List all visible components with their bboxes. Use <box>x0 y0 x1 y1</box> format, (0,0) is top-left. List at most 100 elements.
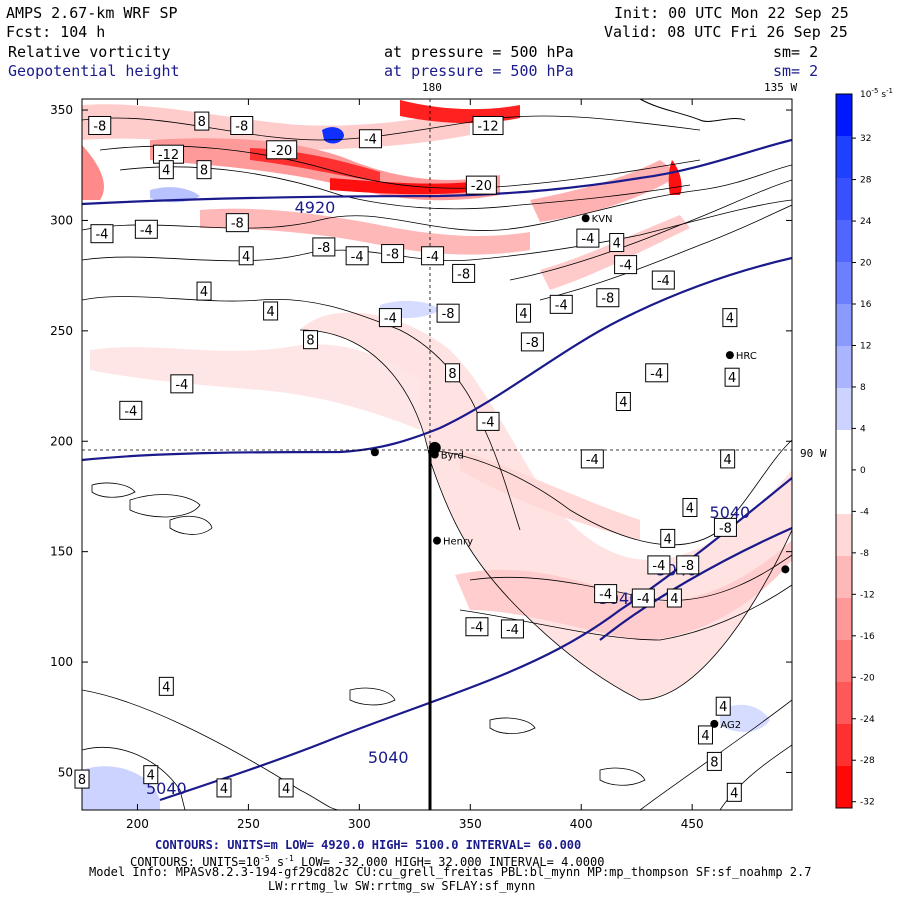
vorticity-label: -4 <box>506 623 519 638</box>
x-tick-label: 300 <box>348 817 371 831</box>
vorticity-label-box <box>216 778 232 798</box>
vorticity-label-box <box>303 330 319 350</box>
y-tick-label: 150 <box>50 545 73 559</box>
forecast-hour: Fcst: 104 h <box>6 23 106 41</box>
x-tick-label: 400 <box>570 817 593 831</box>
height-contour-4980 <box>82 256 792 462</box>
vorticity-label: -4 <box>652 559 665 574</box>
contour-line <box>129 494 201 518</box>
height-contour-5040b <box>599 526 792 641</box>
station-label: HRC <box>736 351 757 362</box>
footer-vort-contours: CONTOURS: UNITS=10-5 s-1 LOW= -32.000 HI… <box>130 852 604 869</box>
vorticity-label: -4 <box>470 621 483 636</box>
vorticity-label-box <box>472 115 504 135</box>
station-marker <box>710 719 719 728</box>
colorbar-swatch <box>836 304 852 346</box>
vorticity-label: 4 <box>726 312 734 327</box>
colorbar-swatch <box>836 514 852 556</box>
vorticity-label-box <box>158 160 174 180</box>
vorticity-label: 4 <box>728 371 736 386</box>
field-vorticity-label: Relative vorticity <box>8 43 171 61</box>
vorticity-label-box <box>230 115 254 135</box>
vorticity-label: -20 <box>271 144 292 159</box>
colorbar-tick-label: -28 <box>860 756 875 766</box>
vorticity-label-box <box>465 175 497 195</box>
y-tick-label: 50 <box>58 765 73 779</box>
vorticity-label-box <box>134 219 158 239</box>
vorticity-label-box <box>170 374 194 394</box>
footer-vort-exp: -5 <box>260 854 270 863</box>
colorbar-tick-label: 28 <box>860 176 872 186</box>
height-contour-4920 <box>82 138 792 206</box>
vorticity-label-box <box>90 224 114 244</box>
colorbar-unit: 10-5 s-1 <box>860 87 893 100</box>
vorticity-label: -4 <box>95 228 108 243</box>
vorticity-label: 4 <box>730 786 738 801</box>
vorticity-label: 4 <box>613 237 621 252</box>
vorticity-label: 4 <box>686 501 694 516</box>
contour-line <box>719 744 792 810</box>
colorbar-tick-label: -20 <box>860 673 875 683</box>
vorticity-label-box <box>724 367 740 387</box>
vorticity-label-box <box>720 449 736 469</box>
contour-line <box>91 482 136 498</box>
vorticity-label: -4 <box>482 415 495 430</box>
vorticity-label-box <box>196 281 212 301</box>
vorticity-label: -8 <box>93 119 106 134</box>
lon-label-90w: 90 W <box>800 447 827 460</box>
station-label: Byrd <box>441 451 464 462</box>
colorbar: 32 28 24 20 16 12 8 4 0 -4 -8 -12 -16 -20 -24 -28 -32 <box>835 93 875 809</box>
station-label: Henry <box>443 537 473 548</box>
colorbar-swatch <box>836 220 852 262</box>
colorbar-swatch <box>836 262 852 304</box>
contour-line <box>169 515 213 535</box>
station-label: AG2 <box>720 720 741 731</box>
vorticity-label: -4 <box>637 592 650 607</box>
pressure-level-2: at pressure = 500 hPa <box>384 62 574 80</box>
vorticity-label: 4 <box>619 396 627 411</box>
colorbar-tick-label: -16 <box>860 632 875 642</box>
vorticity-label: 4 <box>519 307 527 322</box>
vorticity-label-box <box>345 246 369 266</box>
colorbar-swatch <box>836 430 852 472</box>
colorbar-tick-label: 12 <box>860 341 871 351</box>
contour-line <box>82 689 341 810</box>
model-title: AMPS 2.67-km WRF SP <box>6 4 178 22</box>
vorticity-label-box <box>549 294 573 314</box>
station-marker <box>581 214 590 223</box>
vorticity-label: -20 <box>471 179 492 194</box>
vorticity-label-box <box>660 528 676 548</box>
lon-label-135w: 135 W <box>764 81 798 94</box>
vorticity-label: 4 <box>282 782 290 797</box>
contour-line <box>349 687 396 706</box>
vorticity-label: -8 <box>231 217 244 232</box>
footer-vort-c: LOW= -32.000 HIGH= 32.000 INTERVAL= 4.00… <box>293 855 605 869</box>
vorticity-label: 4 <box>724 453 732 468</box>
vorticity-label-box <box>651 270 675 290</box>
vorticity-label-box <box>576 228 600 248</box>
vorticity-label: 4 <box>220 782 228 797</box>
contour-line <box>539 204 792 301</box>
vorticity-label-box <box>706 751 722 771</box>
vorticity-label: -8 <box>457 267 470 282</box>
vorticity-label: 4 <box>242 250 250 265</box>
colorbar-tick-label: 4 <box>860 424 866 434</box>
shading-region <box>460 450 640 540</box>
colorbar-tick-label: 0 <box>860 466 866 476</box>
height-contour-label: 5040 <box>710 503 751 522</box>
colorbar-tick-label: 8 <box>860 383 866 393</box>
vorticity-label-box <box>682 497 698 517</box>
shading-region <box>330 178 470 195</box>
vorticity-label: -4 <box>586 453 599 468</box>
vorticity-label-box <box>358 129 382 149</box>
shading-region <box>150 187 200 203</box>
lon-label-180: 180 <box>422 81 442 94</box>
vorticity-label-box <box>225 213 249 233</box>
contour-line <box>489 717 536 735</box>
vorticity-label: -4 <box>657 274 670 289</box>
vorticity-label-box <box>666 588 682 608</box>
footer-vort-b: s <box>276 855 285 869</box>
vorticity-label-box <box>278 778 294 798</box>
contour-line <box>469 554 792 601</box>
